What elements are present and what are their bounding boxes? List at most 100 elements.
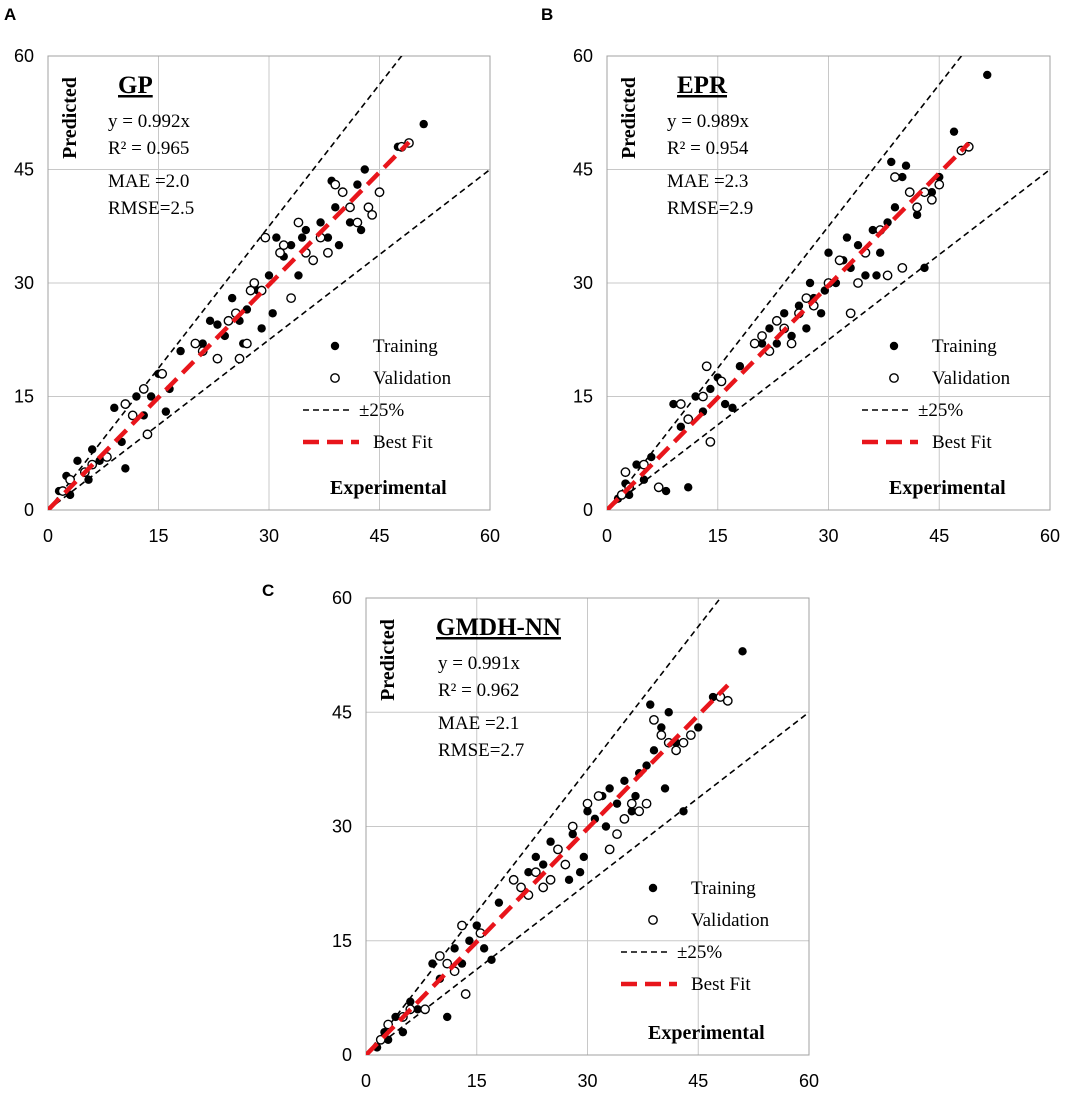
x-tick-label: 60 xyxy=(1040,526,1060,546)
training-point xyxy=(816,309,826,318)
training-point xyxy=(842,233,852,242)
training-point xyxy=(227,293,237,303)
training-point xyxy=(728,403,737,413)
validation-point xyxy=(620,467,631,478)
x-tick-label: 30 xyxy=(259,526,279,546)
training-point xyxy=(73,456,82,466)
validation-point xyxy=(293,217,304,228)
legend-training-marker xyxy=(648,883,658,893)
y-tick-label: 60 xyxy=(14,46,34,66)
training-point xyxy=(301,225,311,235)
validation-point xyxy=(641,798,652,809)
legend-band-label: ±25% xyxy=(677,942,722,963)
equation-text: y = 0.989x xyxy=(667,111,749,132)
validation-point xyxy=(567,821,578,832)
training-point xyxy=(646,700,655,709)
training-point xyxy=(531,852,541,862)
equation-text: y = 0.991x xyxy=(438,653,520,674)
y-tick-label: 30 xyxy=(14,273,34,293)
validation-point xyxy=(538,882,549,893)
validation-point xyxy=(722,695,733,706)
validation-point xyxy=(286,293,296,304)
training-point xyxy=(331,203,340,212)
validation-point xyxy=(249,278,260,288)
validation-point xyxy=(345,202,355,213)
rmse-text: RMSE=2.9 xyxy=(667,198,753,219)
validation-point xyxy=(142,429,153,440)
training-point xyxy=(861,271,870,280)
training-point xyxy=(901,161,911,170)
legend-best-fit-label: Best Fit xyxy=(691,974,751,995)
training-point xyxy=(649,746,659,755)
validation-point xyxy=(912,202,922,213)
training-point xyxy=(398,1027,408,1037)
training-point xyxy=(583,807,592,816)
y-tick-label: 60 xyxy=(573,46,593,66)
validation-point xyxy=(593,791,604,801)
training-point xyxy=(161,407,171,416)
legend: Training Validation ±25% Best Fit xyxy=(303,336,452,453)
validation-point xyxy=(434,951,445,961)
panel-label-a: A xyxy=(4,5,16,24)
validation-point xyxy=(65,474,76,485)
lower-band-line xyxy=(48,168,490,510)
x-tick-label: 30 xyxy=(818,526,838,546)
training-point xyxy=(356,225,366,235)
legend-training-marker xyxy=(889,341,899,351)
training-point xyxy=(428,959,437,968)
validation-point xyxy=(420,1004,430,1015)
training-point xyxy=(524,868,533,877)
training-point xyxy=(787,331,796,341)
training-point xyxy=(780,309,789,318)
training-point xyxy=(738,647,747,656)
plot-area xyxy=(366,598,809,1055)
training-point xyxy=(669,399,678,409)
y-axis-label: Predicted xyxy=(59,77,81,159)
training-point xyxy=(642,761,651,770)
training-point xyxy=(146,392,156,401)
training-point xyxy=(353,180,362,189)
training-point xyxy=(694,723,703,732)
training-point xyxy=(323,233,333,242)
legend-validation-marker xyxy=(889,373,899,383)
chart-title: GMDH-NN xyxy=(436,614,561,641)
training-point xyxy=(887,157,896,167)
validation-point xyxy=(190,338,201,349)
x-tick-label: 0 xyxy=(361,1071,371,1091)
legend-training-marker xyxy=(330,341,340,351)
validation-point xyxy=(701,361,712,372)
r-squared-text: R² = 0.965 xyxy=(108,138,189,159)
legend-best-fit-label: Best Fit xyxy=(932,432,992,453)
chart-panel-epr: 00 15 15 30 30 45 45 60 60 Predicted EPR y = 0.989x… xyxy=(573,46,1060,546)
validation-point xyxy=(545,874,556,885)
training-point xyxy=(794,301,804,310)
training-point xyxy=(802,324,811,333)
training-point xyxy=(853,240,863,250)
validation-point xyxy=(612,829,622,840)
y-tick-label: 30 xyxy=(573,273,593,293)
training-point xyxy=(872,271,881,280)
legend-validation-label: Validation xyxy=(932,368,1011,389)
chart-title: EPR xyxy=(677,72,728,99)
mae-text: MAE =2.3 xyxy=(667,171,748,192)
training-point xyxy=(912,210,922,220)
training-point xyxy=(660,784,670,793)
x-tick-label: 15 xyxy=(467,1071,487,1091)
plot-frame xyxy=(606,55,1051,511)
validation-point xyxy=(882,270,893,281)
validation-point xyxy=(330,179,341,190)
validation-point xyxy=(639,459,649,470)
y-axis-label: Predicted xyxy=(618,77,640,159)
training-point xyxy=(286,240,296,250)
training-point xyxy=(334,240,344,250)
validation-point xyxy=(634,806,645,817)
validation-point xyxy=(260,232,271,243)
training-point xyxy=(198,339,207,348)
training-point xyxy=(487,955,496,964)
validation-point xyxy=(678,737,689,748)
y-tick-label: 0 xyxy=(342,1045,352,1065)
y-tick-label: 0 xyxy=(583,500,593,520)
validation-point xyxy=(619,813,630,824)
training-point xyxy=(647,452,656,462)
training-point xyxy=(605,784,614,793)
